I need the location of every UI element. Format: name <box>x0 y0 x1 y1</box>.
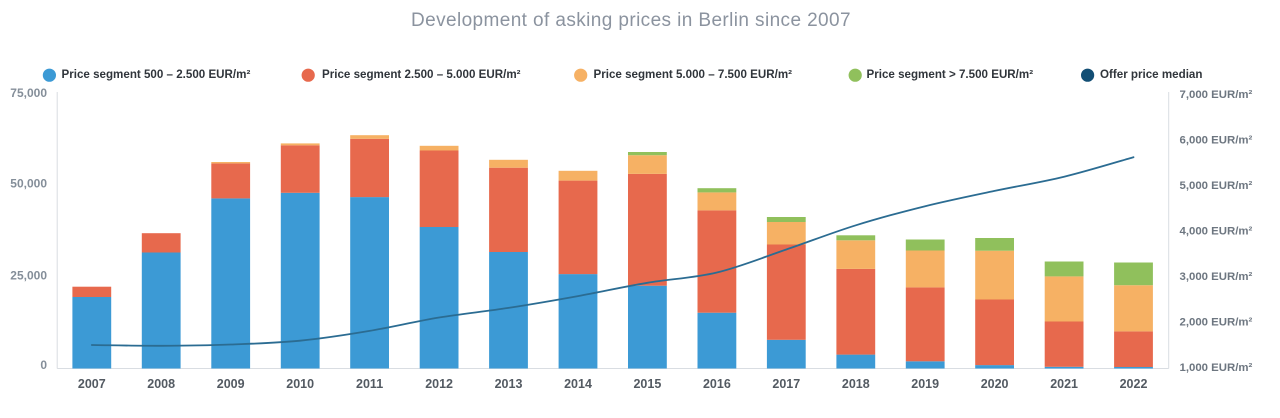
svg-text:1,000 EUR/m²: 1,000 EUR/m² <box>1180 362 1253 374</box>
svg-text:2017: 2017 <box>772 377 800 391</box>
svg-text:2008: 2008 <box>147 377 175 391</box>
svg-text:75,000: 75,000 <box>10 86 47 100</box>
svg-text:4,000 EUR/m²: 4,000 EUR/m² <box>1180 226 1253 238</box>
svg-text:2022: 2022 <box>1120 377 1148 391</box>
svg-text:50,000: 50,000 <box>10 177 47 191</box>
svg-text:6,000 EUR/m²: 6,000 EUR/m² <box>1180 135 1253 147</box>
svg-text:Development of asking prices i: Development of asking prices in Berlin s… <box>411 10 851 31</box>
svg-text:2021: 2021 <box>1050 377 1078 391</box>
svg-text:2016: 2016 <box>703 377 731 391</box>
svg-text:Offer price median: Offer price median <box>1100 68 1202 81</box>
svg-text:0: 0 <box>40 358 47 372</box>
svg-text:Price segment 500 – 2.500 EUR/: Price segment 500 – 2.500 EUR/m² <box>62 68 251 81</box>
svg-text:Price segment 5.000 – 7.500 EU: Price segment 5.000 – 7.500 EUR/m² <box>594 68 793 81</box>
svg-text:2019: 2019 <box>911 377 939 391</box>
svg-text:2013: 2013 <box>495 377 523 391</box>
svg-text:5,000 EUR/m²: 5,000 EUR/m² <box>1180 180 1253 192</box>
svg-text:2007: 2007 <box>78 377 106 391</box>
svg-text:Price segment 2.500 – 5.000 EU: Price segment 2.500 – 5.000 EUR/m² <box>322 68 521 81</box>
svg-text:2014: 2014 <box>564 377 592 391</box>
svg-text:2009: 2009 <box>217 377 245 391</box>
svg-text:7,000 EUR/m²: 7,000 EUR/m² <box>1180 89 1253 101</box>
svg-text:2020: 2020 <box>981 377 1009 391</box>
svg-text:2018: 2018 <box>842 377 870 391</box>
svg-text:Price segment > 7.500 EUR/m²: Price segment > 7.500 EUR/m² <box>867 68 1034 81</box>
svg-text:25,000: 25,000 <box>10 269 47 283</box>
svg-text:2015: 2015 <box>633 377 661 391</box>
svg-text:3,000 EUR/m²: 3,000 EUR/m² <box>1180 271 1253 283</box>
svg-text:2011: 2011 <box>356 377 383 391</box>
svg-text:2012: 2012 <box>425 377 453 391</box>
svg-text:2,000 EUR/m²: 2,000 EUR/m² <box>1180 317 1253 329</box>
svg-text:2010: 2010 <box>286 377 314 391</box>
